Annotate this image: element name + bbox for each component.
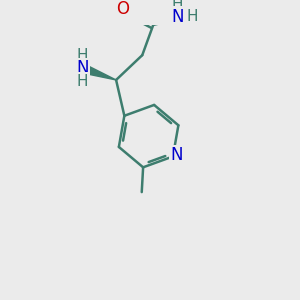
Text: H: H (76, 48, 88, 63)
Polygon shape (83, 65, 116, 80)
Text: O: O (116, 0, 130, 18)
Text: H: H (76, 74, 88, 88)
Text: N: N (170, 146, 183, 164)
Text: N: N (76, 59, 88, 77)
Text: N: N (171, 8, 184, 26)
Text: H: H (186, 9, 198, 24)
Text: H: H (172, 0, 183, 12)
